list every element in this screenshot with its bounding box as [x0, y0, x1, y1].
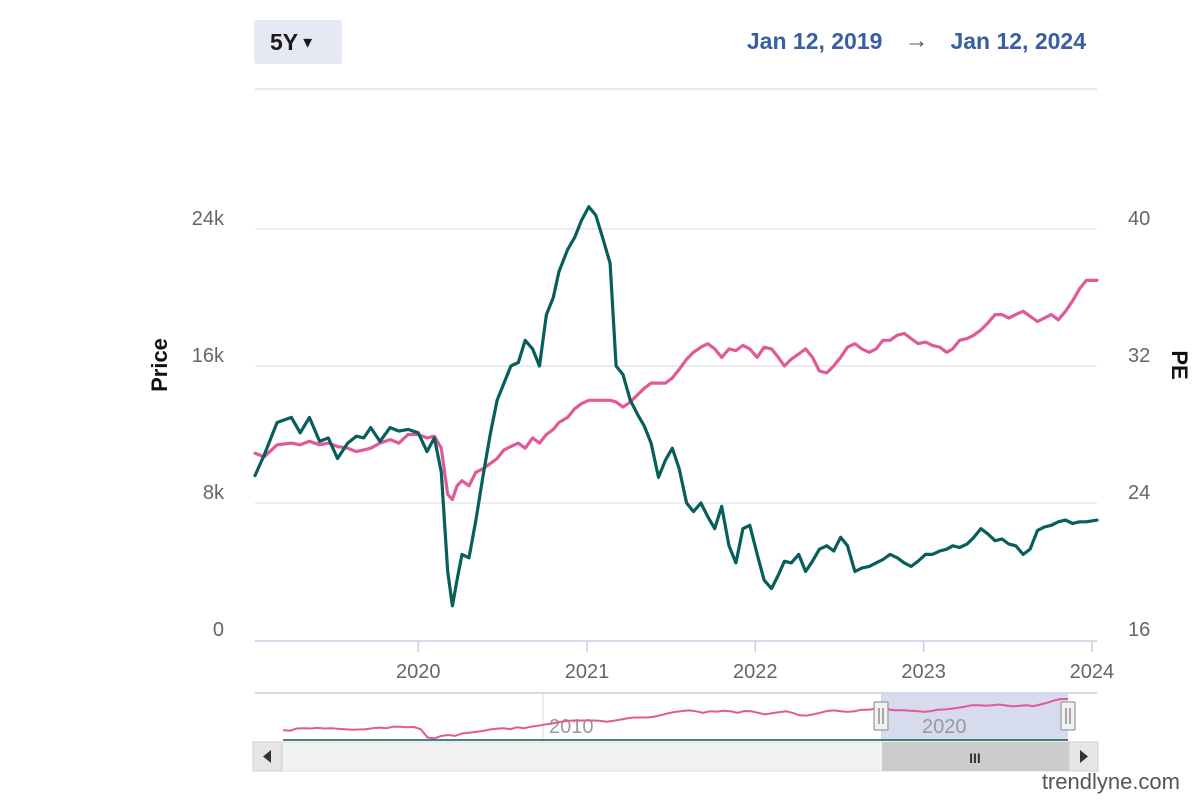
range-selector-label: 5Y — [270, 28, 299, 55]
y-left-tick-label: 8k — [203, 482, 225, 504]
y-left-axis-title: Price — [147, 338, 172, 392]
y-left-tick-label: 0 — [213, 619, 224, 641]
series-line-price — [253, 205, 1099, 608]
date-to[interactable]: Jan 12, 2024 — [950, 27, 1086, 54]
handle-body[interactable] — [1060, 701, 1076, 731]
scrollbar-thumb[interactable] — [882, 742, 1069, 771]
scrollbar-grip-icon: III — [969, 750, 981, 766]
navigator-selection[interactable] — [881, 693, 1068, 741]
series-line-pe — [253, 278, 1099, 502]
chevron-right-icon — [1080, 750, 1088, 763]
chevron-left-icon — [263, 750, 271, 763]
series — [253, 205, 1099, 608]
range-selector-button[interactable]: 5Y ▾ — [254, 20, 342, 64]
x-tick-label: 2020 — [396, 661, 441, 683]
handle-body[interactable] — [873, 701, 889, 731]
navigator-tick-label: 2010 — [549, 716, 594, 738]
x-tick-label: 2022 — [733, 661, 778, 683]
y-left-tick-label: 16k — [192, 345, 225, 367]
x-tick-label: 2024 — [1070, 661, 1115, 683]
arrow-right-icon: → — [904, 27, 929, 54]
navigator-handle-left[interactable] — [873, 701, 889, 731]
date-from[interactable]: Jan 12, 2019 — [746, 27, 883, 54]
y-left-tick-label: 24k — [192, 208, 225, 230]
y-right-tick-label: 16 — [1128, 619, 1150, 641]
navigator-tick-label: 2020 — [922, 716, 967, 738]
date-range: Jan 12, 2019 → Jan 12, 2024 — [747, 27, 1086, 55]
y-right-tick-label: 40 — [1128, 208, 1150, 230]
navigator-handle-right[interactable] — [1060, 701, 1076, 731]
navigator-series-pe — [282, 698, 1068, 740]
y-right-tick-label: 24 — [1128, 482, 1150, 504]
branding-label: trendlyne.com — [1041, 769, 1180, 794]
grid-lines — [255, 88, 1097, 504]
scrollbar[interactable]: III — [252, 741, 1099, 772]
axes: 0 16 8k 24 16k 32 24k 40 2020 2021 2022 2023 2024 Pri… — [147, 208, 1192, 683]
chevron-down-icon: ▾ — [303, 31, 313, 52]
x-tick-label: 2023 — [901, 661, 946, 683]
x-tick-label: 2021 — [565, 661, 610, 683]
y-right-axis-title: PE — [1167, 350, 1192, 379]
y-right-tick-label: 32 — [1128, 345, 1150, 367]
